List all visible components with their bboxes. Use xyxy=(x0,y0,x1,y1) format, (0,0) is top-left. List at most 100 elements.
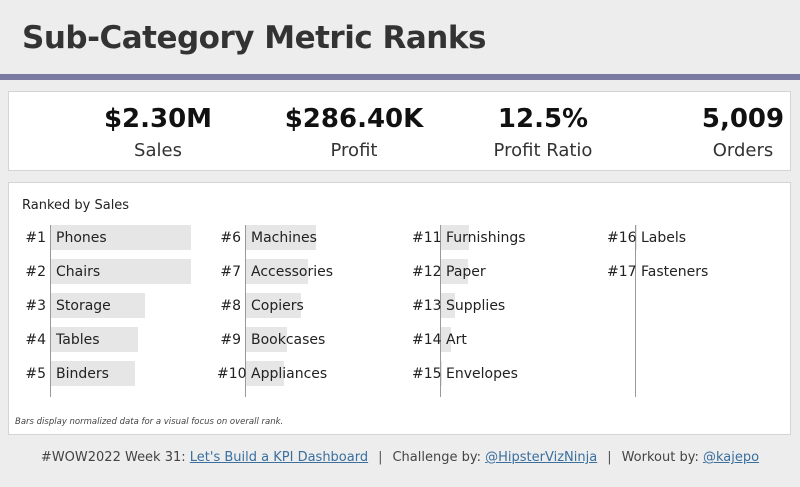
rank-label: Envelopes xyxy=(446,366,518,382)
rank-bar xyxy=(441,327,451,352)
rank-label: Tables xyxy=(56,332,100,348)
page-title: Sub-Category Metric Ranks xyxy=(22,20,486,56)
rank-label: Accessories xyxy=(251,264,334,280)
rank-row[interactable]: #10 Appliances xyxy=(217,361,407,387)
kpi-profit-label: Profit xyxy=(330,140,378,161)
kpi-profit[interactable]: $286.40K Profit xyxy=(254,92,454,172)
rank-bar xyxy=(441,225,469,250)
rank-number: #6 xyxy=(220,230,241,246)
column-divider xyxy=(245,225,246,397)
rank-label: Machines xyxy=(251,230,317,246)
rank-column-2: #6 Machines #7 Accessories #8 Copiers #9 Bookca… xyxy=(217,225,407,397)
rank-number: #8 xyxy=(220,298,241,314)
rank-number: #14 xyxy=(412,332,442,348)
rank-number: #1 xyxy=(25,230,46,246)
footer-prefix: #WOW2022 Week 31: xyxy=(40,450,190,465)
rank-chart-panel: Ranked by Sales Bars display normalized … xyxy=(8,182,791,435)
rank-column-4: #16 Labels #17 Fasteners xyxy=(607,225,797,397)
rank-row[interactable]: #7 Accessories xyxy=(217,259,407,285)
rank-number: #17 xyxy=(607,264,637,280)
rank-bar xyxy=(246,259,308,284)
challenge-label: Challenge by: xyxy=(392,450,486,465)
rank-row[interactable]: #15 Envelopes xyxy=(412,361,602,387)
kpi-orders[interactable]: 5,009 Orders xyxy=(643,92,800,172)
rank-label: Paper xyxy=(446,264,486,280)
kpi-sales[interactable]: $2.30M Sales xyxy=(58,92,258,172)
rank-bar xyxy=(51,327,138,352)
workout-label: Workout by: xyxy=(621,450,703,465)
rank-row[interactable]: #3 Storage xyxy=(22,293,212,319)
rank-label: Binders xyxy=(56,366,109,382)
kpi-profit-ratio[interactable]: 12.5% Profit Ratio xyxy=(443,92,643,172)
rank-bar xyxy=(51,361,135,386)
rank-bar xyxy=(51,225,191,250)
rank-number: #10 xyxy=(217,366,247,382)
rank-row[interactable]: #4 Tables xyxy=(22,327,212,353)
rank-bar xyxy=(441,259,468,284)
footer-separator: | xyxy=(378,450,383,465)
chart-title: Ranked by Sales xyxy=(22,198,130,213)
rank-row[interactable]: #12 Paper xyxy=(412,259,602,285)
kpi-profit-ratio-value: 12.5% xyxy=(497,104,589,134)
rank-row[interactable]: #6 Machines xyxy=(217,225,407,251)
rank-row[interactable]: #9 Bookcases xyxy=(217,327,407,353)
rank-number: #3 xyxy=(25,298,46,314)
title-divider xyxy=(0,74,800,80)
kpi-sales-label: Sales xyxy=(134,140,182,161)
rank-label: Labels xyxy=(641,230,687,246)
rank-bar xyxy=(51,293,145,318)
rank-label: Fasteners xyxy=(641,264,709,280)
rank-label: Chairs xyxy=(56,264,101,280)
rank-row[interactable]: #5 Binders xyxy=(22,361,212,387)
kpi-orders-label: Orders xyxy=(712,140,774,161)
rank-label: Storage xyxy=(56,298,111,314)
chart-footnote: Bars display normalized data for a visua… xyxy=(15,417,284,427)
rank-number: #2 xyxy=(25,264,46,280)
rank-bar xyxy=(246,327,287,352)
rank-number: #15 xyxy=(412,366,442,382)
rank-row[interactable]: #1 Phones xyxy=(22,225,212,251)
title-bar: Sub-Category Metric Ranks xyxy=(0,0,800,76)
rank-row[interactable]: #17 Fasteners xyxy=(607,259,797,285)
rank-label: Copiers xyxy=(251,298,304,314)
kpi-profit-value: $286.40K xyxy=(284,104,424,134)
rank-number: #9 xyxy=(220,332,241,348)
column-divider xyxy=(635,225,636,397)
rank-label: Supplies xyxy=(446,298,506,314)
kpi-panel: $2.30M Sales $286.40K Profit 12.5% Profi… xyxy=(8,91,791,171)
rank-label: Appliances xyxy=(251,366,328,382)
rank-bar xyxy=(246,225,316,250)
rank-column-3: #11 Furnishings #12 Paper #13 Supplies #14 Art #… xyxy=(412,225,602,397)
rank-row[interactable]: #11 Furnishings xyxy=(412,225,602,251)
rank-number: #5 xyxy=(25,366,46,382)
rank-label: Furnishings xyxy=(446,230,526,246)
rank-bar xyxy=(441,293,455,318)
week-link[interactable]: Let's Build a KPI Dashboard xyxy=(189,450,369,465)
column-divider xyxy=(50,225,51,397)
rank-bar xyxy=(246,361,284,386)
challenge-link[interactable]: @HipsterVizNinja xyxy=(485,450,598,465)
rank-bar xyxy=(441,361,442,386)
column-divider xyxy=(440,225,441,397)
rank-bar xyxy=(246,293,301,318)
rank-number: #16 xyxy=(607,230,637,246)
rank-row[interactable]: #8 Copiers xyxy=(217,293,407,319)
kpi-orders-value: 5,009 xyxy=(701,104,785,134)
rank-label: Phones xyxy=(56,230,107,246)
rank-row[interactable]: #2 Chairs xyxy=(22,259,212,285)
rank-row[interactable]: #14 Art xyxy=(412,327,602,353)
rank-row[interactable]: #16 Labels xyxy=(607,225,797,251)
rank-number: #13 xyxy=(412,298,442,314)
rank-number: #4 xyxy=(25,332,46,348)
rank-number: #7 xyxy=(220,264,241,280)
workout-link[interactable]: @kajepo xyxy=(702,450,760,465)
kpi-sales-value: $2.30M xyxy=(103,104,213,134)
rank-label: Bookcases xyxy=(251,332,326,348)
kpi-profit-ratio-label: Profit Ratio xyxy=(493,140,593,161)
rank-bar xyxy=(51,259,191,284)
rank-row[interactable]: #13 Supplies xyxy=(412,293,602,319)
rank-number: #12 xyxy=(412,264,442,280)
footer-separator: | xyxy=(607,450,612,465)
rank-column-1: #1 Phones #2 Chairs #3 Storage #4 Tables #5 Binde… xyxy=(22,225,212,397)
footer: #WOW2022 Week 31: Let's Build a KPI Dash… xyxy=(0,450,800,465)
